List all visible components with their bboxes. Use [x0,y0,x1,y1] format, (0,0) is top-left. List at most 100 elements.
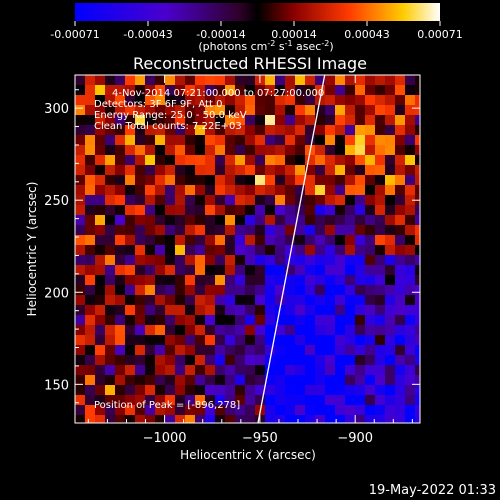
heatmap-cell [355,175,365,185]
heatmap-cell [345,95,355,105]
heatmap-cell [85,345,95,355]
heatmap-cell [335,295,345,305]
heatmap-cell [325,245,335,255]
heatmap-cell [355,115,365,125]
heatmap-cell [135,85,145,95]
heatmap-cell [325,255,335,265]
heatmap-cell [275,205,285,215]
heatmap-cell [205,245,215,255]
heatmap-cell [205,175,215,185]
heatmap-cell [215,95,225,105]
heatmap-cell [375,265,385,275]
heatmap-cell [195,345,205,355]
heatmap-cell [385,255,395,265]
heatmap-cell [95,405,105,415]
heatmap-cell [325,315,335,325]
heatmap-cell [255,275,265,285]
heatmap-cell [165,345,175,355]
heatmap-cell [215,75,225,85]
heatmap-cell [225,135,235,145]
heatmap-cell [235,315,245,325]
heatmap-cell [415,175,420,185]
heatmap-cell [105,145,115,155]
heatmap-cell [215,205,225,215]
heatmap-cell [265,335,275,345]
heatmap-cell [95,285,105,295]
heatmap-cell [365,385,375,395]
heatmap-cell [165,385,175,395]
heatmap-cell [385,275,395,285]
heatmap-cell [205,295,215,305]
heatmap-cell [285,285,295,295]
heatmap-cell [115,255,125,265]
y-axis-label: Heliocentric Y (arcsec) [25,182,39,317]
heatmap-cell [395,205,405,215]
heatmap-cell [95,195,105,205]
heatmap-cell [195,75,205,85]
heatmap-cell [75,115,85,125]
heatmap-cell [415,185,420,195]
heatmap-cell [125,205,135,215]
heatmap-cell [335,195,345,205]
heatmap-cell [155,115,165,125]
heatmap-cell [305,315,315,325]
heatmap-cell [225,185,235,195]
heatmap-cell [185,355,195,365]
heatmap-cell [325,105,335,115]
heatmap-cell [395,175,405,185]
heatmap-cell [335,335,345,345]
heatmap-cell [375,375,385,385]
heatmap-cell [75,415,85,423]
heatmap-cell [145,195,155,205]
heatmap-cell [335,355,345,365]
heatmap-cell [105,125,115,135]
heatmap-cell [175,85,185,95]
heatmap-cell [215,155,225,165]
heatmap-cell [185,85,195,95]
heatmap-cell [215,415,225,423]
heatmap-cell [225,225,235,235]
heatmap-cell [195,195,205,205]
heatmap-cell [235,125,245,135]
heatmap-cell [375,235,385,245]
heatmap-cell [225,415,235,423]
heatmap-cell [325,85,335,95]
heatmap-cell [325,165,335,175]
heatmap-cell [415,235,420,245]
heatmap-cell [235,95,245,105]
heatmap-cell [285,185,295,195]
heatmap-cell [335,275,345,285]
heatmap-cell [195,395,205,405]
heatmap-cell [375,335,385,345]
heatmap-cell [165,295,175,305]
heatmap-cell [345,365,355,375]
heatmap-cell [85,105,95,115]
heatmap-cell [135,355,145,365]
heatmap-cell [365,235,375,245]
heatmap-cell [365,285,375,295]
heatmap-cell [75,95,85,105]
heatmap-cell [265,115,275,125]
heatmap-cell [205,125,215,135]
heatmap-cell [75,125,85,135]
heatmap-cell [255,345,265,355]
heatmap-cell [295,95,305,105]
heatmap-cell [415,325,420,335]
heatmap-cell [315,155,325,165]
heatmap-cell [255,355,265,365]
heatmap-cell [345,395,355,405]
heatmap-cell [75,255,85,265]
heatmap-cell [115,285,125,295]
heatmap-cell [235,215,245,225]
heatmap-cell [275,95,285,105]
heatmap-cell [135,75,145,85]
heatmap-cell [295,405,305,415]
heatmap-cell [205,235,215,245]
heatmap-cell [305,205,315,215]
heatmap-cell [285,95,295,105]
heatmap-cell [145,345,155,355]
heatmap-cell [315,305,325,315]
heatmap-cell [215,255,225,265]
heatmap-cell [265,315,275,325]
heatmap-cell [365,365,375,375]
